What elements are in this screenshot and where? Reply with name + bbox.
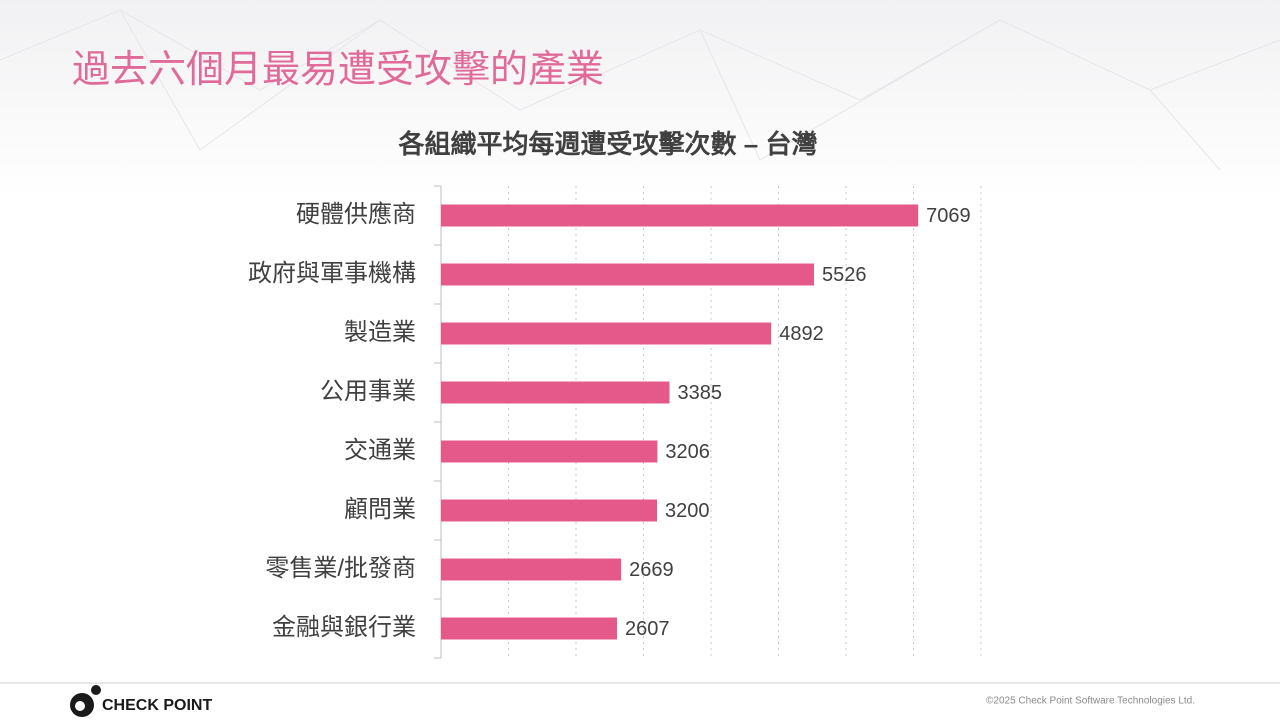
- value-label: 7069: [926, 205, 971, 227]
- value-label: 3206: [665, 441, 710, 463]
- bar: [441, 263, 815, 286]
- value-label: 3385: [677, 382, 722, 404]
- bar: [441, 204, 919, 227]
- bar: [441, 322, 772, 345]
- value-label: 5526: [822, 264, 867, 286]
- bar: [441, 558, 622, 581]
- plot: 硬體供應商 7069 政府與軍事機構 5526 製造業 4892 公用事業 3385 交通業 32…: [248, 185, 982, 659]
- category-label: 金融與銀行業: [272, 614, 416, 641]
- bar: [441, 499, 657, 522]
- value-label: 2607: [625, 618, 670, 640]
- category-label: 公用事業: [320, 378, 416, 405]
- logo-text: CHECK POINT: [102, 697, 212, 714]
- value-label: 2669: [629, 559, 674, 581]
- value-label: 3200: [665, 500, 710, 522]
- logo: [70, 685, 101, 717]
- copyright: ©2025 Check Point Software Technologies …: [986, 696, 1195, 707]
- category-label: 顧問業: [344, 496, 416, 523]
- bar: [441, 440, 658, 463]
- chart-title: 各組織平均每週遭受攻擊次數 – 台灣: [398, 129, 818, 159]
- header-background: [0, 0, 1280, 200]
- category-label: 政府與軍事機構: [248, 260, 416, 287]
- network-pattern: [0, 9, 1280, 171]
- value-label: 4892: [779, 323, 824, 345]
- slide-title: 過去六個月最易遭受攻擊的產業: [72, 49, 604, 91]
- category-label: 硬體供應商: [296, 201, 416, 228]
- category-label: 交通業: [344, 437, 416, 464]
- category-label: 零售業/批發商: [265, 555, 416, 582]
- category-label: 製造業: [344, 319, 416, 346]
- bar: [441, 617, 617, 640]
- bar: [441, 381, 670, 404]
